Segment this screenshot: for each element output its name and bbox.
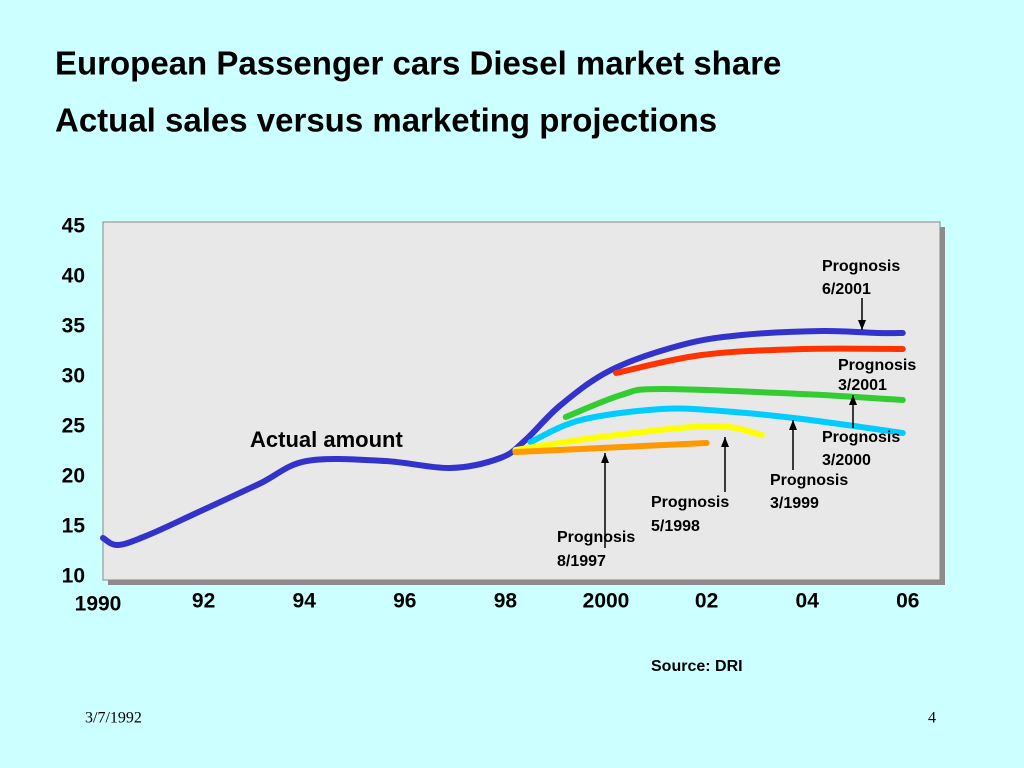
title-line: European Passenger cars Diesel market sh… [55, 45, 781, 82]
footer-date: 3/7/1992 [85, 710, 142, 727]
series-line [527, 405, 906, 445]
annotation: Prognosis [651, 494, 729, 511]
arrow-head [858, 320, 866, 330]
annotation: 8/1997 [557, 553, 606, 570]
series-line [512, 422, 765, 453]
arrow-head [789, 420, 797, 430]
x-tick-label: 92 [192, 590, 215, 613]
series-line [562, 385, 906, 420]
y-tick-label: 15 [62, 515, 86, 538]
plot-area [102, 221, 941, 581]
x-tick-label: 04 [796, 590, 820, 613]
annotation: Prognosis [822, 258, 900, 275]
annotation: Prognosis [822, 429, 900, 446]
x-tick-label: 06 [896, 590, 919, 613]
arrow-head [601, 453, 609, 463]
x-tick-label: 2000 [583, 590, 630, 613]
arrow-head [721, 437, 729, 447]
arrow-head [849, 395, 857, 405]
annotation: Prognosis [838, 357, 916, 374]
annotation: 3/1999 [770, 495, 819, 512]
annotation: 3/2001 [838, 377, 887, 394]
title-line: Actual sales versus marketing projection… [55, 102, 717, 139]
y-tick-label: 30 [62, 365, 85, 388]
y-tick-label: 25 [62, 415, 86, 438]
annotation: 6/2001 [822, 281, 871, 298]
annotation: 5/1998 [651, 518, 700, 535]
series-line [100, 327, 906, 548]
y-tick-label: 45 [62, 215, 86, 238]
series-label: Actual amount [250, 427, 403, 452]
source: Source: DRI [651, 658, 743, 675]
x-tick-label: 96 [393, 590, 416, 613]
page-number: 4 [928, 710, 936, 727]
y-tick-label: 10 [62, 565, 85, 588]
annotation: 3/2000 [822, 452, 871, 469]
y-tick-label: 20 [62, 465, 85, 488]
series-line [613, 345, 906, 376]
y-tick-label: 40 [62, 265, 85, 288]
x-tick-label: 1990 [75, 593, 122, 616]
x-tick-label: 94 [293, 590, 317, 613]
series-line [512, 440, 710, 455]
annotation: Prognosis [770, 472, 848, 489]
x-tick-label: 98 [494, 590, 518, 613]
plot: 10 15 20 25 30 35 40 45 1990 92 94 96 98 2000 02 04 06 Ac… [62, 215, 920, 616]
x-tick-label: 02 [695, 590, 718, 613]
annotation: Prognosis [557, 529, 635, 546]
y-tick-label: 35 [62, 315, 86, 338]
